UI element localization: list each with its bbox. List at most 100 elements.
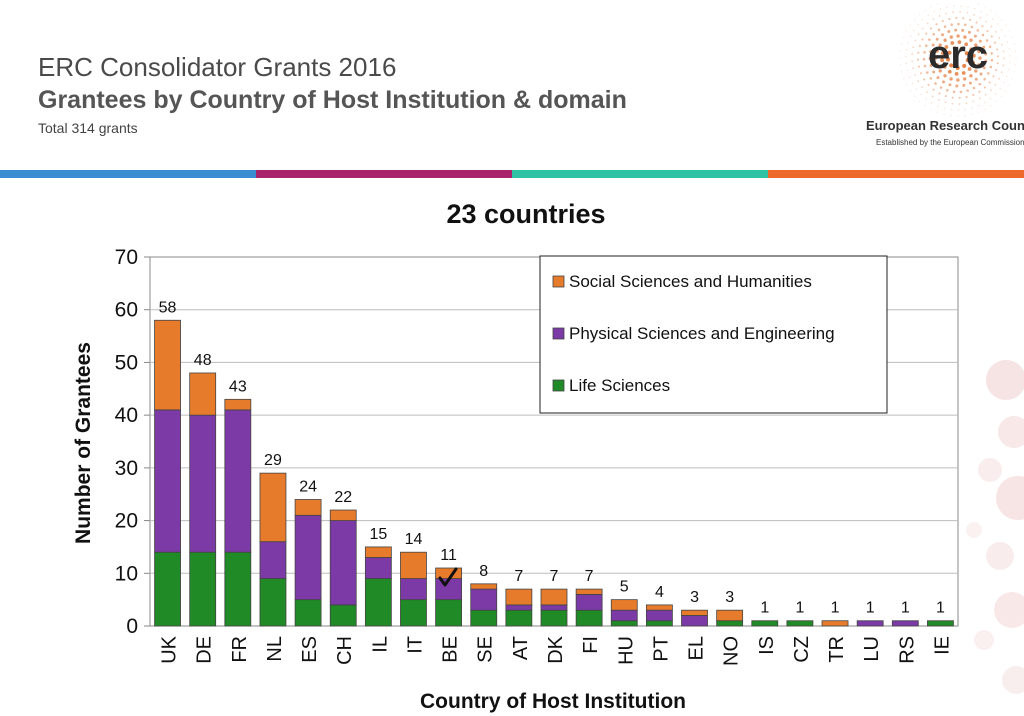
x-axis-label: Country of Host Institution <box>420 690 686 713</box>
logo-dot <box>906 69 909 72</box>
logo-dot <box>961 71 966 75</box>
logo-dot <box>990 25 993 28</box>
bar-segment-fi-social-sciences-and-humanities <box>575 588 603 595</box>
bar-segment-lu-physical-sciences-and-engineering <box>856 620 884 627</box>
logo-dot <box>949 63 954 68</box>
logo-dot <box>909 90 911 92</box>
logo-dot <box>984 52 988 56</box>
logo-dot <box>981 33 985 37</box>
logo-dot <box>921 86 924 88</box>
data-label-be: 11 <box>440 547 457 564</box>
bar-segment-se-physical-sciences-and-engineering <box>470 588 498 611</box>
logo-dot <box>974 69 978 73</box>
logo-dot <box>971 107 973 109</box>
y-tick-label: 0 <box>126 615 138 638</box>
logo-dot <box>984 108 986 111</box>
logo-dot <box>1000 18 1003 21</box>
logo-dot <box>999 87 1001 90</box>
bar-segment-is-life-sciences <box>751 620 779 627</box>
logo-dot <box>990 58 994 62</box>
logo-dot <box>922 19 924 21</box>
data-label-il: 15 <box>369 526 387 543</box>
logo-mark: erc <box>928 33 988 77</box>
logo-dot <box>917 51 920 54</box>
logo-dot <box>984 6 986 8</box>
logo-dot <box>972 53 976 58</box>
x-tick-label-at: AT <box>510 636 532 660</box>
logo-dot <box>1008 69 1010 71</box>
logo-dot <box>959 46 964 51</box>
logo-dot <box>955 16 958 20</box>
logo-dot <box>957 40 962 44</box>
logo-dot <box>1008 30 1011 32</box>
logo-dot <box>996 23 999 25</box>
logo-dot <box>919 72 923 75</box>
logo-dot <box>950 114 952 117</box>
logo-dot <box>965 96 968 99</box>
bar-segment-nl-social-sciences-and-humanities <box>259 472 287 543</box>
logo-dot <box>993 41 997 44</box>
logo-dot <box>972 100 975 103</box>
bar-segment-de-physical-sciences-and-engineering <box>189 414 217 553</box>
logo-dot <box>964 114 966 117</box>
logo-dot <box>994 30 997 33</box>
grantees-chart: 23 countries Number of Grantees Country … <box>72 199 959 713</box>
logo-dot <box>1011 77 1013 80</box>
logo-dot <box>935 23 938 26</box>
logo-dot <box>899 50 902 52</box>
logo-dot <box>990 35 993 38</box>
data-label-es: 24 <box>299 478 317 495</box>
logo-dot <box>964 108 966 111</box>
logo-dot <box>914 74 917 76</box>
logo-dot <box>996 55 1000 58</box>
logo-dot <box>1008 48 1010 50</box>
x-tick-label-it: IT <box>404 636 426 654</box>
bar-segment-pt-physical-sciences-and-engineering <box>645 609 673 622</box>
data-label-ie: 1 <box>936 600 945 617</box>
logo-dot <box>926 71 929 74</box>
logo-dot <box>947 30 951 33</box>
logo-dot <box>952 46 957 51</box>
x-tick-label-uk: UK <box>159 635 181 663</box>
y-tick-label: 30 <box>115 457 138 480</box>
bar-segment-pt-life-sciences <box>645 620 673 627</box>
bar-segment-fi-life-sciences <box>575 609 603 627</box>
logo-dot <box>931 43 935 47</box>
bar-segment-nl-physical-sciences-and-engineering <box>259 541 287 579</box>
bar-segment-fr-social-sciences-and-humanities <box>224 398 252 411</box>
data-label-pt: 4 <box>655 584 664 601</box>
legend: Social Sciences and Humanities Physical S… <box>539 255 888 414</box>
chart-title: 23 countries <box>446 199 605 229</box>
x-tick-label-fi: FI <box>580 636 602 654</box>
logo-dot <box>915 88 918 90</box>
x-tick-label-cz: CZ <box>791 636 813 663</box>
logo-dot <box>974 77 978 81</box>
logo-dot <box>952 90 956 94</box>
logo-dot <box>932 88 935 91</box>
bar-segment-es-physical-sciences-and-engineering <box>294 514 322 601</box>
x-tick-label-il: IL <box>369 636 391 653</box>
logo-dot <box>943 113 945 116</box>
logo-dot <box>979 72 983 76</box>
bar-segment-dk-social-sciences-and-humanities <box>540 588 568 606</box>
logo-dot <box>917 80 920 83</box>
bar-segment-hu-social-sciences-and-humanities <box>610 599 638 611</box>
x-tick-label-be: BE <box>440 636 462 663</box>
logo-dot <box>917 24 919 26</box>
bar-segment-tr-social-sciences-and-humanities <box>821 620 849 627</box>
bar-segment-pt-social-sciences-and-humanities <box>645 604 673 611</box>
x-tick-label-tr: TR <box>826 636 848 663</box>
logo-dot <box>959 90 963 94</box>
logo-dot <box>953 5 955 7</box>
logo-dot <box>924 105 926 107</box>
bar-segment-no-life-sciences <box>716 620 744 627</box>
logo-dot <box>907 42 909 44</box>
logo-dot <box>918 13 921 16</box>
bar-segment-uk-social-sciences-and-humanities <box>154 319 181 411</box>
data-label-fi: 7 <box>585 568 594 585</box>
logo-dot <box>928 57 932 60</box>
logo-dot <box>931 95 934 98</box>
data-label-uk: 58 <box>159 299 177 316</box>
logo-dot <box>961 28 965 32</box>
logo-dot <box>901 71 903 73</box>
